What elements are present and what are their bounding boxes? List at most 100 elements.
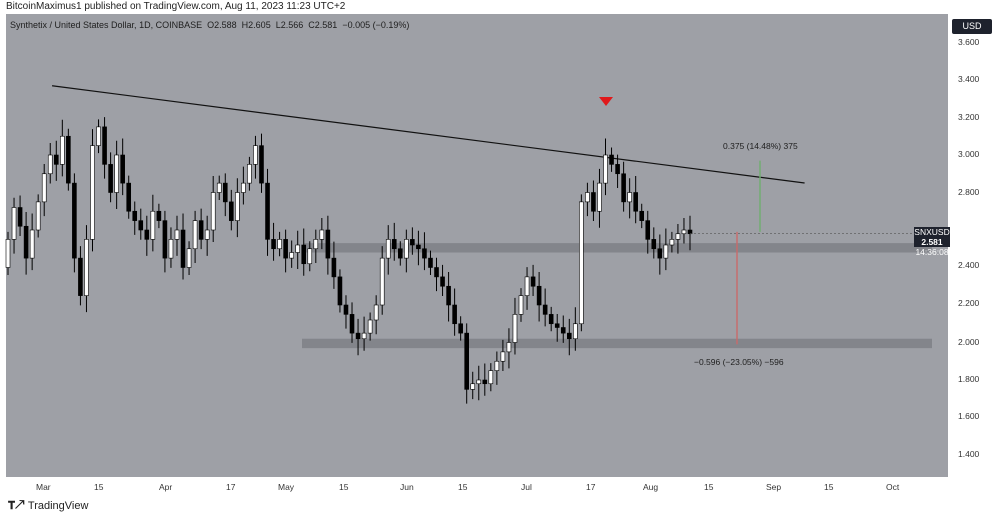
candle-body: [428, 257, 433, 268]
candle-body: [554, 323, 560, 328]
candle-body: [464, 332, 469, 390]
candle-body: [615, 164, 620, 175]
change-value: −0.005 (−0.19%): [342, 20, 410, 30]
price-tick: 2.000: [958, 337, 980, 347]
candle-body: [5, 239, 11, 268]
candle-body: [669, 239, 675, 246]
time-tick: May: [278, 482, 295, 492]
candle-body: [385, 239, 391, 259]
candle-body: [597, 182, 602, 212]
price-tick: 2.800: [958, 187, 980, 197]
candle-body: [156, 210, 162, 221]
downside-measure-label: −0.596 (−23.05%) −596: [694, 357, 784, 367]
time-tick: Jun: [400, 482, 414, 492]
candle-body: [603, 154, 608, 184]
support-zone: [302, 338, 932, 349]
candle-body: [29, 229, 35, 259]
candle-body: [536, 285, 542, 306]
candle-body: [488, 370, 494, 385]
candle-body: [126, 182, 132, 212]
candle-body: [23, 225, 29, 259]
candle-body: [573, 323, 578, 340]
candle-body: [198, 220, 204, 240]
candle-body: [585, 192, 590, 203]
candle-body: [174, 229, 180, 240]
countdown: 14:36:08: [915, 247, 949, 257]
time-axis[interactable]: [6, 477, 948, 494]
tradingview-logo-icon: 𝐓↗: [8, 500, 24, 512]
candle-body: [120, 154, 125, 184]
candle-body: [144, 229, 150, 240]
price-tick: 3.000: [958, 149, 980, 159]
candle-body: [72, 182, 77, 259]
candle-body: [313, 239, 319, 250]
candle-body: [319, 229, 325, 240]
symbol-legend: Synthetix / United States Dollar, 1D, CO…: [10, 20, 409, 30]
candle-body: [621, 173, 626, 203]
candle-body: [494, 360, 500, 371]
candle-body: [277, 239, 282, 250]
candle-body: [253, 145, 258, 165]
tradingview-brand[interactable]: 𝐓↗ TradingView: [8, 500, 89, 512]
candle-body: [247, 164, 252, 184]
candle-body: [114, 154, 119, 193]
candle-body: [404, 239, 409, 259]
candle-body: [41, 173, 47, 203]
candle-body: [204, 229, 210, 240]
candle-body: [102, 126, 107, 165]
candle-body: [60, 135, 65, 165]
price-tick: 2.400: [958, 260, 980, 270]
resistance-trendline: [51, 85, 805, 184]
candle-body: [355, 332, 361, 340]
candle-body: [530, 276, 536, 287]
price-tick: 1.400: [958, 449, 980, 459]
time-tick: 17: [226, 482, 236, 492]
candle-body: [132, 210, 138, 221]
price-tick: 1.800: [958, 374, 980, 384]
footer: 𝐓↗ TradingView: [0, 494, 1000, 517]
candle-body: [283, 239, 288, 259]
candle-body: [168, 239, 174, 259]
candle-body: [301, 244, 307, 265]
time-tick: 15: [339, 482, 349, 492]
rejection-marker-icon: [599, 97, 613, 106]
open-label: O: [207, 20, 215, 30]
candle-body: [422, 248, 427, 259]
close-value: 2.581: [314, 20, 338, 30]
candle-body: [560, 327, 566, 334]
candle-body: [241, 182, 246, 193]
candle-body: [379, 257, 385, 306]
candle-body: [78, 257, 83, 296]
time-tick: 15: [458, 482, 468, 492]
candle-body: [373, 304, 379, 321]
candle-body: [391, 239, 397, 250]
candle-body: [343, 304, 349, 315]
candle-body: [633, 192, 638, 212]
last-price-badge: SNXUSD 2.581 14:36:08: [914, 227, 950, 257]
candle-body: [186, 248, 192, 268]
price-axis[interactable]: [950, 14, 1000, 477]
currency-badge[interactable]: USD: [952, 19, 992, 34]
time-tick: Apr: [159, 482, 173, 492]
candle-body: [410, 239, 415, 246]
last-ticker: SNXUSD 2.581: [914, 227, 950, 247]
candle-body: [84, 239, 89, 296]
price-tick: 3.200: [958, 112, 980, 122]
candle-body: [470, 383, 476, 390]
candle-body: [295, 244, 300, 253]
publisher-line: BitcoinMaximus1 published on TradingView…: [6, 1, 346, 12]
candle-body: [138, 220, 144, 231]
candle-body: [11, 207, 17, 240]
candle-body: [440, 276, 445, 287]
candle-body: [506, 342, 512, 353]
open-value: 2.588: [214, 20, 237, 30]
candle-body: [229, 201, 234, 221]
low-value: 2.566: [280, 20, 304, 30]
close-label: C: [308, 20, 315, 30]
low-label: L: [275, 20, 281, 30]
candle-body: [651, 239, 657, 250]
price-tick: 1.600: [958, 411, 980, 421]
candle-body: [512, 314, 518, 343]
candle-body: [17, 207, 23, 227]
